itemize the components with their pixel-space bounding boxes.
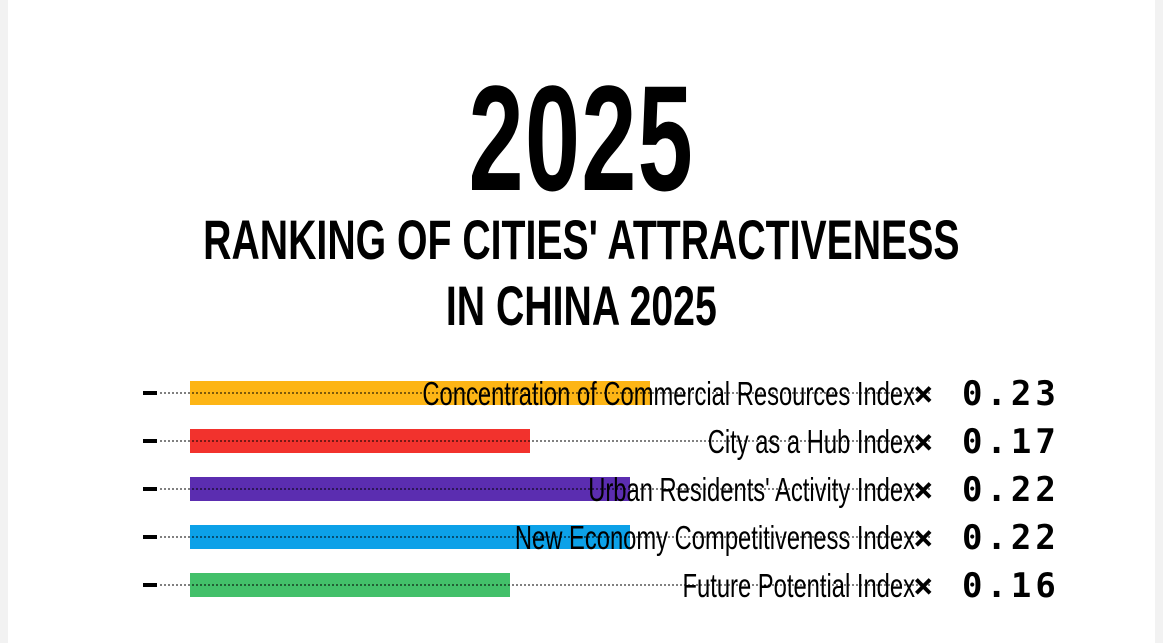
year-heading: 2025 (468, 54, 695, 222)
row-marker-0 (143, 391, 157, 395)
weight-label-0: × 0.23 (913, 374, 1060, 414)
row-marker-4 (143, 583, 157, 587)
weight-bar-chart: Concentration of Commercial Resources In… (143, 374, 1060, 606)
weight-label-1: × 0.17 (913, 422, 1060, 462)
page-title-line-2: IN CHINA 2025 (445, 274, 717, 337)
category-label-4: Future Potential Index (683, 567, 916, 604)
page-title-line-1: RANKING OF CITIES' ATTRACTIVENESS (203, 208, 960, 271)
row-marker-1 (143, 439, 157, 443)
weight-label-2: × 0.22 (913, 470, 1060, 510)
category-label-1: City as a Hub Index (708, 423, 916, 460)
category-label-2: Urban Residents' Activity Index (588, 471, 915, 508)
category-label-3: New Economy Competitiveness Index (515, 519, 915, 556)
row-marker-3 (143, 535, 157, 539)
weight-label-3: × 0.22 (913, 518, 1060, 558)
category-label-0: Concentration of Commercial Resources In… (422, 375, 915, 412)
row-marker-2 (143, 487, 157, 491)
weight-label-4: × 0.16 (913, 566, 1060, 606)
